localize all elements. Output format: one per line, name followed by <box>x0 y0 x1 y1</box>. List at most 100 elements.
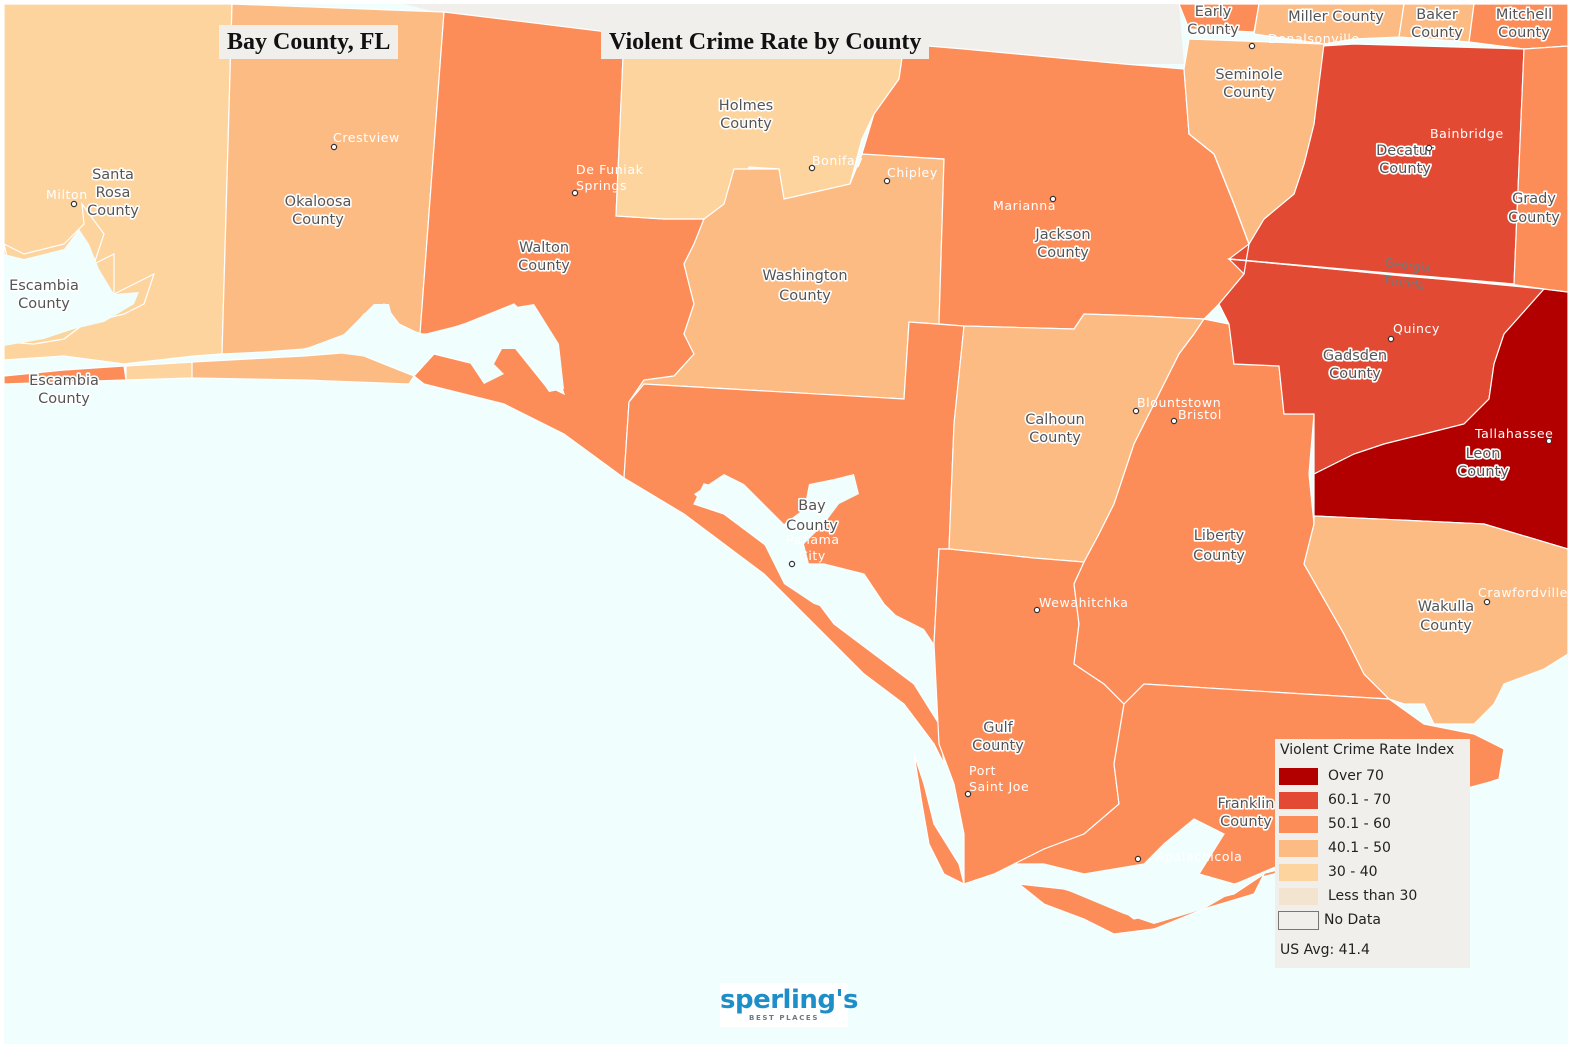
legend-swatch <box>1278 839 1319 858</box>
legend: Violent Crime Rate Index Over 70 60.1 - … <box>1275 739 1470 968</box>
map-title: Violent Crime Rate by County <box>601 25 930 59</box>
city-label-springs: Springs <box>576 178 627 193</box>
us-average: US Avg: 41.4 <box>1280 942 1370 958</box>
county-label-baker: Baker <box>1416 7 1458 23</box>
city-dot-tallahassee[interactable] <box>1545 437 1553 445</box>
legend-item-over-70[interactable]: Over 70 <box>1278 767 1468 787</box>
city-dot-crawfordville[interactable] <box>1483 598 1491 606</box>
city-dot-port-saint-joe[interactable] <box>964 790 972 798</box>
county-label-gulf-2: County <box>972 738 1024 754</box>
legend-item-60-70[interactable]: 60.1 - 70 <box>1278 791 1468 811</box>
county-label-leon-2: County <box>1457 464 1509 480</box>
county-label-holmes-2: County <box>720 116 772 132</box>
legend-label: 30 - 40 <box>1328 864 1378 880</box>
county-wakulla[interactable] <box>1303 515 1568 725</box>
county-seminole[interactable] <box>1183 38 1325 246</box>
city-label-bristol: Bristol <box>1178 407 1222 422</box>
logo-brand: sperling's <box>720 985 858 1015</box>
legend-swatch <box>1278 911 1319 930</box>
city-label-marianna: Marianna <box>993 198 1056 213</box>
county-miller[interactable] <box>1253 4 1405 45</box>
legend-swatch <box>1278 815 1319 834</box>
water-st-andrew-bay <box>694 474 934 649</box>
county-label-santa-rosa: Santa <box>92 167 134 183</box>
county-label-mitchell-2: County <box>1498 25 1550 41</box>
county-label-okaloosa-2: County <box>292 212 344 228</box>
county-gulf-peninsula[interactable] <box>913 753 965 886</box>
county-labels: Santa Rosa County Escambia County Escamb… <box>7 4 1561 832</box>
county-label-baker-2: County <box>1411 25 1463 41</box>
legend-item-50-60[interactable]: 50.1 - 60 <box>1278 815 1468 835</box>
logo-tagline: BEST PLACES <box>749 1014 819 1022</box>
county-label-liberty-2: County <box>1193 548 1245 564</box>
state-boundary <box>1188 133 1250 275</box>
city-dot-chipley[interactable] <box>883 177 891 185</box>
county-label-seminole-2: County <box>1223 85 1275 101</box>
county-label-jackson: Jackson <box>1034 227 1090 243</box>
legend-swatch <box>1278 767 1319 786</box>
city-dot-quincy[interactable] <box>1387 335 1395 343</box>
county-okaloosa-island[interactable] <box>191 351 415 385</box>
county-label-escambia-2: County <box>18 296 70 312</box>
city-label-tallahassee: Tallahassee <box>1474 426 1553 441</box>
county-label-gulf: Gulf <box>983 720 1013 736</box>
city-dot-panama-city[interactable] <box>788 560 796 568</box>
choropleth-map[interactable]: Georgia Florida Santa Rosa County Escamb… <box>4 4 1568 1044</box>
legend-item-30-40[interactable]: 30 - 40 <box>1278 863 1468 883</box>
county-label-okaloosa: Okaloosa <box>285 194 352 210</box>
county-label-holmes: Holmes <box>719 98 773 114</box>
county-label-calhoun: Calhoun <box>1025 412 1084 428</box>
county-label-bay-2: County <box>786 518 838 534</box>
city-dot-bristol[interactable] <box>1170 417 1178 425</box>
city-dot-apalachicola[interactable] <box>1134 855 1142 863</box>
legend-label: Less than 30 <box>1328 888 1418 904</box>
county-label-early-2: County <box>1187 22 1239 38</box>
legend-label: 60.1 - 70 <box>1328 792 1391 808</box>
legend-swatch <box>1278 887 1319 906</box>
county-label-santa-rosa-3: County <box>87 203 139 219</box>
county-label-wakulla: Wakulla <box>1418 599 1474 615</box>
map-canvas[interactable]: Georgia Florida Santa Rosa County Escamb… <box>4 4 1568 1044</box>
city-dot-marianna[interactable] <box>1049 195 1057 203</box>
city-label-milton: Milton <box>46 187 88 202</box>
city-dot-bonifay[interactable] <box>808 164 816 172</box>
legend-label: 40.1 - 50 <box>1328 840 1391 856</box>
city-label-crawfordville: Crawfordville <box>1478 585 1568 600</box>
county-label-walton: Walton <box>519 240 569 256</box>
legend-swatch <box>1278 863 1319 882</box>
county-label-decatur: Decatur <box>1376 143 1434 159</box>
city-label-bonifay: Bonifay <box>812 153 863 168</box>
georgia-florida-line <box>1228 258 1510 285</box>
county-label-early: Early <box>1195 4 1232 20</box>
county-label-decatur-2: County <box>1379 161 1431 177</box>
water-ochlockonee-bay <box>1474 664 1568 764</box>
legend-item-no-data[interactable]: No Data <box>1278 911 1468 931</box>
city-dot-donalsonville[interactable] <box>1248 42 1256 50</box>
city-dot-bainbridge[interactable] <box>1425 144 1433 152</box>
city-dot-wewahitchka[interactable] <box>1033 606 1041 614</box>
county-grady[interactable] <box>1508 45 1568 293</box>
sperlings-logo[interactable]: sperling's BEST PLACES <box>720 983 858 1027</box>
county-label-washington: Washington <box>762 268 847 284</box>
water-choctawhatchee-bay <box>304 304 564 392</box>
city-dot-blountstown[interactable] <box>1132 407 1140 415</box>
legend-swatch <box>1278 791 1319 810</box>
county-label-grady-2: County <box>1508 210 1560 226</box>
city-label-de-funiak: De Funiak <box>576 162 644 177</box>
city-dot-milton[interactable] <box>70 200 78 208</box>
legend-item-40-50[interactable]: 40.1 - 50 <box>1278 839 1468 859</box>
county-label-seminole: Seminole <box>1215 67 1282 83</box>
water-pensacola-bay <box>4 229 139 346</box>
legend-label: No Data <box>1324 912 1381 928</box>
county-label-bay: Bay <box>798 498 826 514</box>
county-label-escambia-island: Escambia <box>29 373 99 389</box>
county-label-jackson-2: County <box>1037 245 1089 261</box>
legend-item-less-30[interactable]: Less than 30 <box>1278 887 1468 907</box>
county-label-escambia: Escambia <box>9 278 79 294</box>
county-label-gadsden-2: County <box>1329 366 1381 382</box>
city-label-blountstown: Blountstown <box>1137 395 1221 410</box>
city-label-crestview: Crestview <box>333 130 400 145</box>
city-dot-crestview[interactable] <box>330 143 338 151</box>
city-dot-de-funiak-springs[interactable] <box>571 189 579 197</box>
county-label-mitchell: Mitchell <box>1496 7 1552 23</box>
